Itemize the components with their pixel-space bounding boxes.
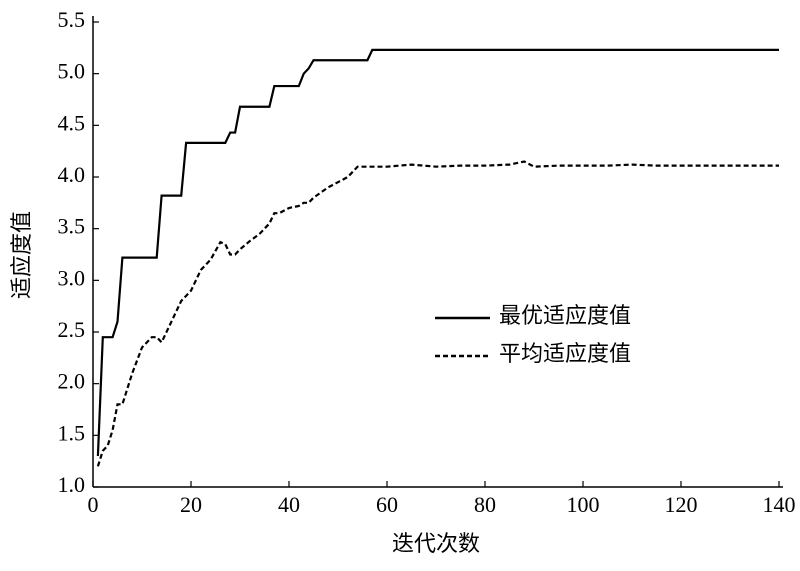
y-tick-label: 5.0 bbox=[58, 59, 86, 84]
y-tick-label: 3.5 bbox=[58, 214, 86, 239]
x-tick-label: 20 bbox=[180, 492, 202, 517]
y-tick-label: 3.0 bbox=[58, 265, 86, 290]
y-tick-label: 5.5 bbox=[58, 7, 86, 32]
y-tick-label: 1.5 bbox=[58, 420, 86, 445]
x-tick-label: 100 bbox=[567, 492, 600, 517]
line-series bbox=[96, 48, 779, 457]
legend-label: 平均适应度值 bbox=[499, 341, 631, 366]
x-tick-label: 120 bbox=[665, 492, 698, 517]
x-tick-label: 140 bbox=[763, 492, 796, 517]
y-tick-label: 2.5 bbox=[58, 317, 86, 342]
line-series bbox=[96, 160, 779, 467]
x-tick-label: 80 bbox=[474, 492, 496, 517]
x-tick-label: 40 bbox=[278, 492, 300, 517]
y-tick-label: 2.0 bbox=[58, 369, 86, 394]
y-tick-label: 1.0 bbox=[58, 472, 86, 497]
x-tick-label: 0 bbox=[88, 492, 99, 517]
x-axis-title: 迭代次数 bbox=[392, 531, 480, 556]
y-tick-label: 4.0 bbox=[58, 162, 86, 187]
y-axis-title: 适应度值 bbox=[9, 211, 34, 299]
legend-label: 最优适应度值 bbox=[499, 303, 631, 328]
x-tick-label: 60 bbox=[376, 492, 398, 517]
y-tick-label: 4.5 bbox=[58, 110, 86, 135]
